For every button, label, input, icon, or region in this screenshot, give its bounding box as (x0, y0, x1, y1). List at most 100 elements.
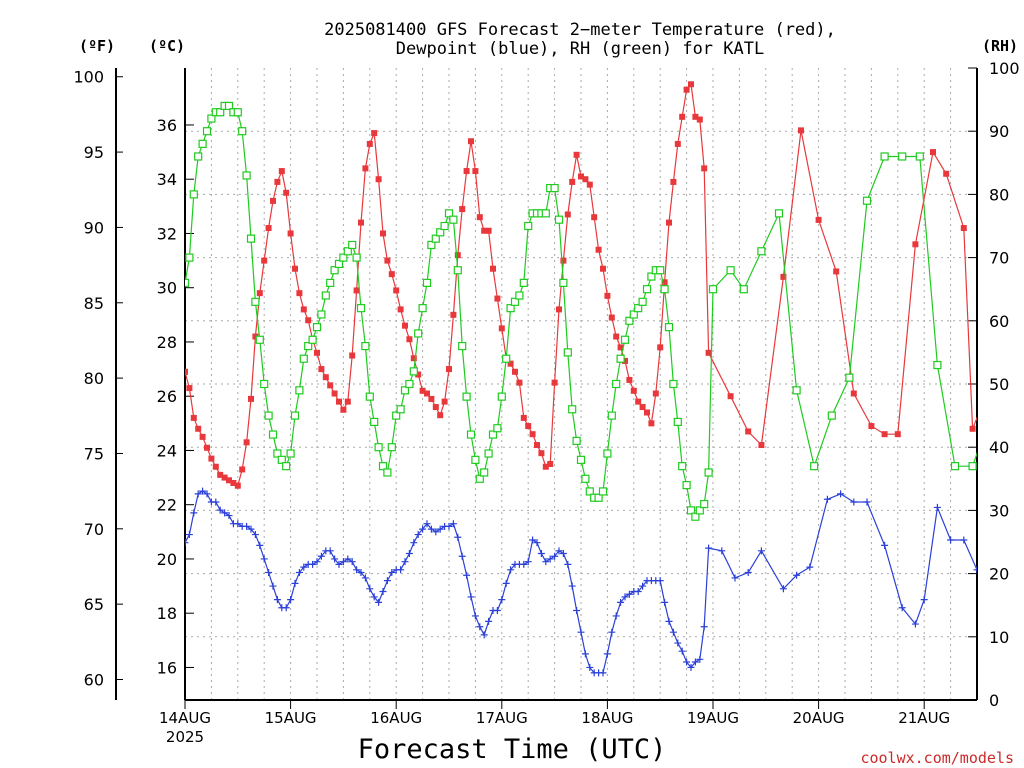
rh-point (480, 468, 489, 477)
2-meter-temperature-point (564, 211, 571, 218)
dewpoint-point (357, 569, 365, 577)
2-meter-temperature-point (217, 471, 224, 478)
rh-point (845, 373, 854, 382)
rh-point (950, 462, 960, 471)
rh-point (277, 455, 286, 464)
2-meter-temperature-point (520, 414, 527, 421)
2-meter-temperature-point (586, 181, 593, 188)
2-meter-temperature-point (635, 398, 642, 405)
dewpoint-point (524, 558, 532, 566)
rh-point (695, 506, 704, 515)
dewpoint-point (313, 558, 321, 566)
rh-point (268, 430, 278, 439)
2-meter-temperature-point (186, 385, 193, 392)
2-meter-temperature-point (626, 376, 633, 383)
x-tick-sublabel: 2025 (166, 728, 204, 746)
rh-point (422, 278, 432, 287)
2-meter-temperature-point (296, 290, 303, 297)
2-meter-temperature-point (512, 368, 518, 375)
rh-point (189, 190, 198, 199)
2-meter-temperature-point (608, 314, 615, 321)
celsius-tick-label: 34 (157, 170, 177, 189)
dewpoint-point (419, 525, 427, 533)
dewpoint-point (850, 498, 858, 506)
2-meter-temperature-point (287, 230, 294, 237)
rh-point (264, 411, 273, 420)
2-meter-temperature-point (657, 344, 664, 351)
dewpoint-point (537, 550, 545, 558)
dewpoint-point (361, 574, 369, 582)
rh-point (686, 506, 696, 515)
chart-title: 2025081400 GFS Forecast 2−meter Temperat… (324, 20, 836, 59)
2-meter-temperature-point (362, 165, 369, 172)
rh-point (290, 411, 300, 420)
2-meter-temperature-point (185, 368, 188, 375)
2-meter-temperature-point (745, 428, 752, 435)
2-meter-temperature-point (428, 395, 435, 402)
series-layer (185, 81, 989, 677)
dewpoint-point (502, 579, 510, 587)
rh-point (396, 405, 405, 414)
dewpoint-point (300, 563, 308, 571)
2-meter-temperature-point (459, 206, 466, 213)
dewpoint-point (348, 558, 356, 566)
dewpoint-point (920, 596, 928, 604)
rh-point (664, 323, 674, 332)
dewpoint-point (379, 588, 387, 596)
dewpoint-point (973, 566, 977, 574)
rh-point (378, 462, 388, 471)
rh-point (216, 108, 225, 117)
rh-tick-label: 80 (989, 185, 1009, 204)
dewpoint-point (625, 590, 633, 598)
2-meter-temperature-point (190, 414, 197, 421)
rh-point (669, 379, 678, 389)
2-meter-temperature-point (600, 265, 606, 272)
rh-point (502, 354, 511, 363)
2-meter-temperature-point (393, 287, 400, 294)
rh-point (238, 127, 247, 136)
dewpoint-point (806, 563, 814, 571)
rh-point (673, 417, 682, 427)
rh-point (603, 449, 612, 458)
chart-title-line-2: Dewpoint (blue), RH (green) for KATL (396, 39, 764, 59)
celsius-tick-label: 20 (157, 550, 177, 569)
dewpoint-point (282, 604, 290, 612)
2-meter-temperature-point (256, 290, 263, 297)
2-meter-temperature-point (983, 393, 989, 399)
2-meter-temperature-point (349, 352, 356, 359)
2-meter-temperature-point (912, 241, 919, 248)
axes: 16 18 20 22 24 26 28 30 32 34 36 60 65 70 75 80 85 90 95 10… (73, 59, 1019, 746)
rh-point (418, 304, 427, 313)
2-meter-temperature-point (265, 225, 272, 232)
rh-point (827, 411, 836, 420)
2-meter-temperature-point (300, 306, 307, 313)
rh-point (392, 411, 401, 420)
2-meter-temperature-point (441, 398, 448, 405)
rh-point (625, 316, 634, 325)
dewpoint-point (317, 552, 325, 560)
rh-point (572, 436, 581, 445)
dewpoint-point (234, 520, 242, 528)
dewpoint-point (577, 628, 585, 636)
2-meter-temperature-point (578, 173, 584, 180)
2-meter-temperature-point (283, 189, 290, 196)
rh-point (444, 209, 454, 218)
dewpoint-point (529, 536, 537, 544)
dewpoint-point (493, 606, 501, 614)
2-meter-temperature-point (234, 482, 241, 489)
2-meter-temperature-point (424, 390, 430, 397)
dewpoint-point (260, 555, 268, 563)
dewpoint-point (933, 503, 941, 511)
dewpoint-point (436, 525, 444, 533)
rh-point (246, 234, 256, 243)
2-meter-temperature-point (208, 455, 215, 462)
dewpoint-point (344, 555, 352, 563)
2-meter-temperature-point (538, 450, 545, 457)
rh-point (475, 474, 484, 483)
2-meter-temperature-point (402, 322, 408, 329)
dewpoint-point (837, 490, 845, 498)
2-meter-temperature-point (490, 265, 496, 272)
2-meter-temperature-point (652, 390, 659, 397)
2-meter-temperature-point (322, 374, 329, 381)
rh-point (414, 329, 423, 338)
